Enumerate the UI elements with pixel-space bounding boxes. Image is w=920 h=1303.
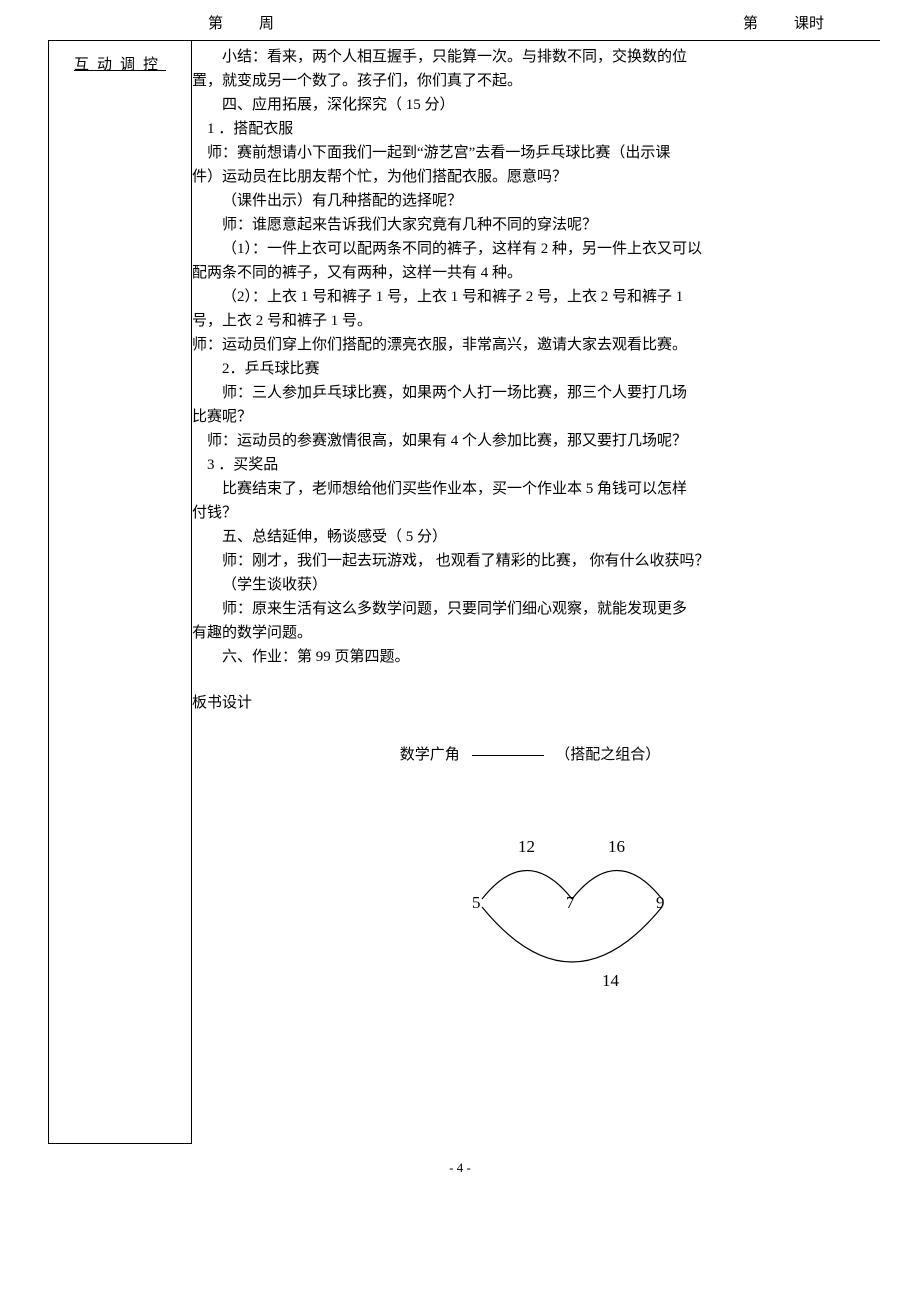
body-line: 有趣的数学问题。 [192,621,868,645]
body-line: 师：赛前想请小下面我们一起到“游艺宫”去看一场乒乓球比赛（出示课 [192,141,868,165]
body-line: （2）：上衣 1 号和裤子 1 号，上衣 1 号和裤子 2 号，上衣 2 号和裤… [192,285,868,309]
body-line: 师：刚才，我们一起去玩游戏， 也观看了精彩的比赛， 你有什么收获吗？ [192,549,868,573]
board-title-divider [472,755,544,756]
body-line: 3 ．买奖品 [192,453,868,477]
diagram-num-top-left: 12 [518,833,535,860]
body-line: 比赛结束了，老师想给他们买些作业本，买一个作业本 5 角钱可以怎样 [192,477,868,501]
body-line: 件）运动员在比朋友帮个忙，为他们搭配衣服。愿意吗？ [192,165,868,189]
body-line: （1）：一件上衣可以配两条不同的裤子，这样有 2 种，另一件上衣又可以 [192,237,868,261]
body-line: 1 ．搭配衣服 [192,117,868,141]
sidebar-title: 互动调控 [74,57,166,73]
board-title-right: （搭配之组合） [555,747,660,763]
header-left: 第周 [208,12,274,36]
diagram-num-mid-left: 5 [472,889,481,916]
body-line: 付钱？ [192,501,868,525]
body-line: 四、应用拓展，深化探究（ 15 分） [192,93,868,117]
body-line: 配两条不同的裤子，又有两种，这样一共有 4 种。 [192,261,868,285]
body-line: 师：谁愿意起来告诉我们大家究竟有几种不同的穿法呢？ [192,213,868,237]
sidebar: 互动调控 [48,41,192,1144]
main-area: 互动调控 小结：看来，两个人相互握手，只能算一次。与排数不同，交换数的位置，就变… [48,40,880,1144]
board-title-left: 数学广角 [400,747,460,763]
arc-16 [572,871,662,900]
header-right-prefix: 第 [743,12,758,36]
header-left-prefix: 第 [208,12,223,36]
diagram-arcs [452,807,732,1007]
arc-12 [482,871,572,900]
header-right-unit: 课时 [794,12,824,36]
body-line: 师：运动员们穿上你们搭配的漂亮衣服，非常高兴，邀请大家去观看比赛。 [192,333,868,357]
combination-diagram: 12 16 5 7 9 14 [452,807,732,1007]
page-root: 第周 第课时 互动调控 小结：看来，两个人相互握手，只能算一次。与排数不同，交换… [0,0,920,1179]
diagram-num-mid-center: 7 [566,889,575,916]
body-line: 比赛呢？ [192,405,868,429]
page-footer: - 4 - [0,1158,920,1179]
body-line: 小结：看来，两个人相互握手，只能算一次。与排数不同，交换数的位 [192,45,868,69]
body-text: 小结：看来，两个人相互握手，只能算一次。与排数不同，交换数的位置，就变成另一个数… [192,45,868,669]
body-line: 2．乒乓球比赛 [192,357,868,381]
board-title-row: 数学广角 （搭配之组合） [192,743,868,767]
body-line: （学生谈收获） [192,573,868,597]
header-right: 第 课时 [743,12,824,36]
body-line: 师：原来生活有这么多数学问题，只要同学们细心观察，就能发现更多 [192,597,868,621]
body-line: 置，就变成另一个数了。孩子们，你们真了不起。 [192,69,868,93]
body-line: 师：三人参加乒乓球比赛，如果两个人打一场比赛，那三个人要打几场 [192,381,868,405]
diagram-num-top-right: 16 [608,833,625,860]
content: 小结：看来，两个人相互握手，只能算一次。与排数不同，交换数的位置，就变成另一个数… [192,41,880,1144]
body-line: （课件出示）有几种搭配的选择呢？ [192,189,868,213]
body-line: 师：运动员的参赛激情很高，如果有 4 个人参加比赛，那又要打几场呢？ [192,429,868,453]
body-line: 五、总结延伸，畅谈感受（ 5 分） [192,525,868,549]
page-header: 第周 第课时 [0,0,920,40]
body-line: 号，上衣 2 号和裤子 1 号。 [192,309,868,333]
header-left-unit: 周 [259,12,274,36]
diagram-num-mid-right: 9 [656,889,665,916]
body-line: 六、作业：第 99 页第四题。 [192,645,868,669]
diagram-num-bottom: 14 [602,967,619,994]
board-label: 板书设计 [192,691,868,715]
